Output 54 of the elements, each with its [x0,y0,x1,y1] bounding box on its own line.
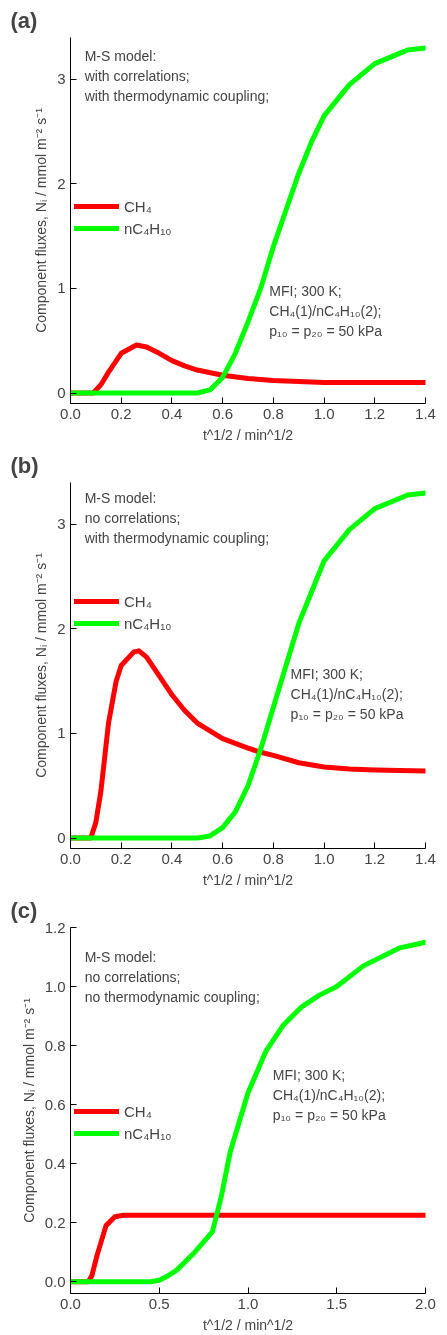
x-tick-label: 1.5 [326,1294,348,1312]
legend-label: nC₄H₁₀ [124,219,172,237]
y-tick-label: 0.2 [44,1213,66,1231]
y-tick-label: 0 [57,384,66,402]
x-tick-label: 0.8 [262,849,284,867]
x-tick-label: 0.6 [212,404,234,422]
x-tick-label: 0.5 [148,1294,170,1312]
y-tick-label: 2 [57,174,66,192]
legend-label: CH₄ [124,1102,152,1120]
x-tick-label: 1.0 [237,1294,259,1312]
y-tick-label: 1.2 [44,918,66,936]
x-axis-title: t^1/2 / min^1/2 [202,871,294,888]
x-tick-label: 1.0 [313,849,335,867]
x-axis-title: t^1/2 / min^1/2 [202,426,294,443]
y-tick-label: 2 [57,619,66,637]
legend-label: CH₄ [124,592,152,610]
x-axis-title: t^1/2 / min^1/2 [202,1316,294,1333]
annotation: M-S model: no correlations; no thermodynamic coupling; [84,949,260,1006]
legend-label: CH₄ [124,197,152,215]
x-tick-label: 1.2 [364,404,386,422]
y-tick-label: 1 [57,724,66,742]
x-tick-label: 1.0 [313,404,335,422]
y-tick-label: 1.0 [44,977,66,995]
y-axis-title: Component fluxes, Nᵢ / mmol m⁻² s⁻¹ [20,997,37,1223]
annotation: M-S model: no correlations; with thermodynamic coupling; [83,489,270,546]
chart-title: (b) [10,452,39,478]
y-tick-label: 0.6 [44,1095,66,1113]
annotation: M-S model: with correlations; with thermodynamic coupling; [83,48,270,105]
chart-title: (a) [10,7,38,33]
y-tick-label: 1 [57,279,66,297]
annotation: MFI; 300 K; CH₄(1)/nC₄H₁₀(2); p₁₀ = p₂₀ = 50 kPa [272,1066,386,1123]
y-tick-label: 3 [57,70,66,88]
annotation: MFI; 300 K; CH₄(1)/nC₄H₁₀(2); p₁₀ = p₂₀ = 50 kPa [269,282,383,339]
x-tick-label: 0.4 [161,849,183,867]
legend-label: nC₄H₁₀ [124,1124,172,1142]
annotation: MFI; 300 K; CH₄(1)/nC₄H₁₀(2); p₁₀ = p₂₀ = 50 kPa [290,665,404,722]
x-tick-label: 0.8 [262,404,284,422]
x-tick-label: 1.4 [415,849,436,867]
y-tick-label: 3 [57,515,66,533]
x-tick-label: 0.4 [161,404,183,422]
x-tick-label: 0.2 [110,849,132,867]
x-tick-label: 0.2 [110,404,132,422]
x-tick-label: 1.4 [415,404,436,422]
y-tick-label: 0.4 [44,1154,66,1172]
y-tick-label: 0 [57,829,66,847]
y-axis-title: Component fluxes, Nᵢ / mmol m⁻² s⁻¹ [33,107,50,333]
chart-title: (c) [10,897,38,923]
y-tick-label: 0.0 [44,1272,66,1290]
y-axis-title: Component fluxes, Nᵢ / mmol m⁻² s⁻¹ [33,552,50,778]
y-tick-label: 0.8 [44,1036,66,1054]
x-tick-label: 2.0 [415,1294,436,1312]
x-tick-label: 1.2 [364,849,386,867]
legend-label: nC₄H₁₀ [124,614,172,632]
x-tick-label: 0.6 [212,849,234,867]
